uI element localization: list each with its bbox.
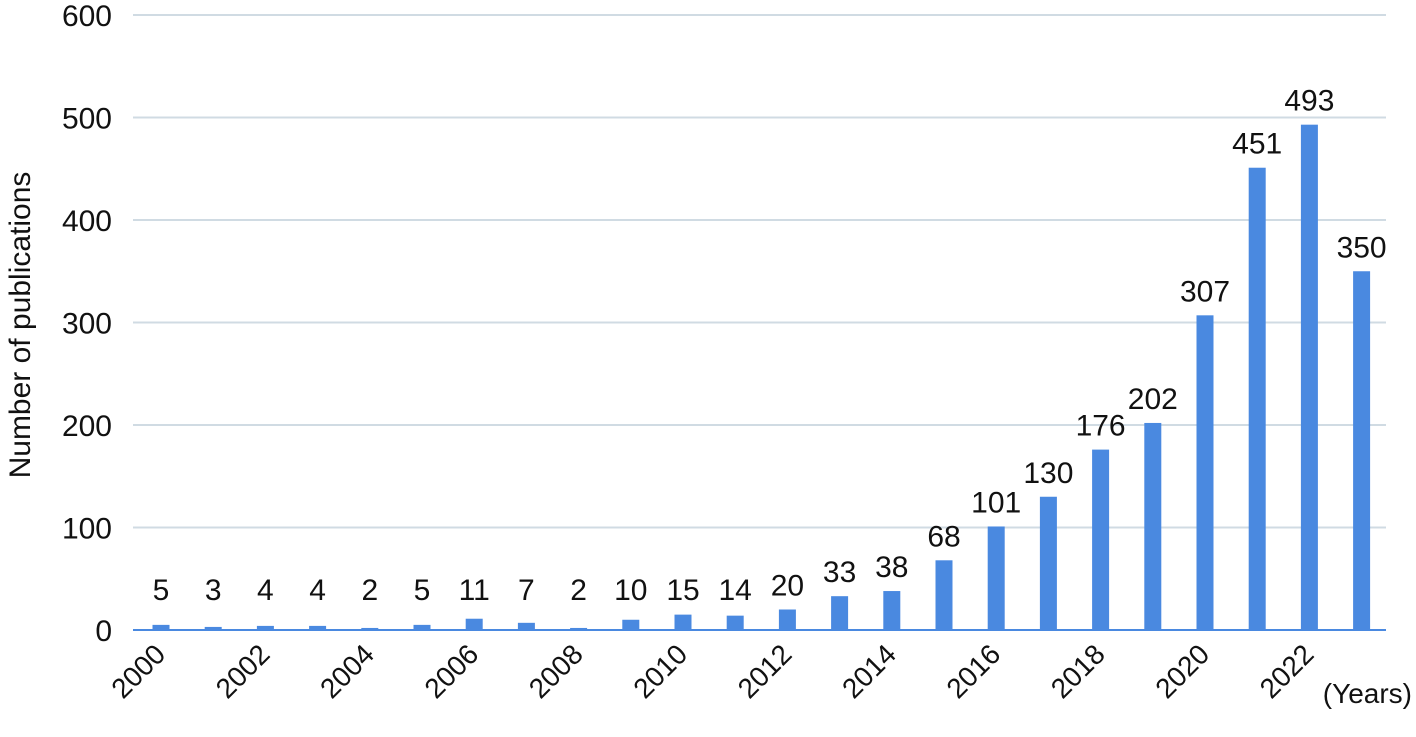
bar-2007 [517, 622, 535, 630]
x-axis-unit-label: (Years) [1323, 678, 1412, 709]
x-tick-label-2006: 2006 [418, 638, 484, 704]
x-tick-label-2000: 2000 [105, 638, 171, 704]
bar-2010 [674, 614, 692, 630]
data-label-2009: 10 [614, 574, 647, 607]
bar-2009 [622, 619, 640, 630]
x-tick-label-2020: 2020 [1149, 638, 1215, 704]
bar-2016 [987, 526, 1005, 630]
bar-2015 [935, 560, 953, 630]
bar-2001 [204, 626, 222, 630]
data-label-2001: 3 [205, 574, 222, 607]
x-tick-label-2016: 2016 [940, 638, 1006, 704]
bar-2005 [413, 624, 431, 630]
bar-2000 [152, 624, 170, 630]
bar-2018 [1092, 449, 1110, 630]
x-tick-label-2002: 2002 [210, 638, 276, 704]
data-label-2012: 20 [771, 570, 804, 603]
x-axis-ticks: 2000 2002 2004 2006 2008 2010 2012 2014 2016 2018… [105, 638, 1319, 704]
data-label-2016: 101 [971, 486, 1021, 519]
x-tick-label-2004: 2004 [314, 638, 380, 704]
x-tick-label-2014: 2014 [836, 638, 902, 704]
y-tick-label: 600 [62, 0, 112, 33]
y-tick-label: 400 [62, 205, 112, 238]
data-label-2002: 4 [257, 574, 274, 607]
bars [152, 124, 1371, 631]
data-label-2008: 2 [570, 574, 587, 607]
bar-2014 [883, 591, 901, 630]
bar-2004 [361, 627, 379, 630]
data-label-2000: 5 [153, 574, 170, 607]
data-label-2013: 33 [823, 556, 856, 589]
bar-2021 [1248, 167, 1266, 630]
data-label-2020: 307 [1180, 275, 1230, 308]
data-label-2005: 5 [414, 574, 431, 607]
y-tick-label: 300 [62, 308, 112, 341]
data-label-2007: 7 [518, 574, 535, 607]
data-label-2006: 11 [459, 574, 490, 607]
data-label-2003: 4 [309, 574, 326, 607]
data-label-2004: 2 [361, 574, 378, 607]
bar-2003 [309, 625, 327, 630]
data-label-2018: 176 [1076, 410, 1126, 443]
data-label-2011: 14 [719, 574, 752, 607]
data-label-2019: 202 [1128, 383, 1178, 416]
y-axis-ticks: 0 100 200 300 400 500 600 [62, 0, 112, 648]
bar-2013 [831, 596, 849, 630]
bar-2008 [570, 627, 588, 630]
data-label-2010: 15 [666, 574, 699, 607]
data-label-2015: 68 [927, 520, 960, 553]
x-tick-label-2008: 2008 [523, 638, 589, 704]
y-tick-label: 0 [95, 615, 112, 648]
x-tick-label-2018: 2018 [1045, 638, 1111, 704]
bar-2020 [1196, 315, 1214, 630]
bar-2017 [1039, 496, 1057, 630]
bar-2011 [726, 615, 744, 630]
y-tick-label: 200 [62, 410, 112, 443]
data-label-2017: 130 [1023, 457, 1073, 490]
data-label-2022: 493 [1284, 85, 1334, 118]
bar-2019 [1144, 422, 1162, 630]
bar-2022 [1300, 124, 1318, 631]
bar-2006 [465, 618, 483, 630]
data-label-2014: 38 [875, 551, 908, 584]
data-label-2021: 451 [1232, 128, 1282, 161]
bar-2023 [1353, 271, 1371, 630]
x-tick-label-2010: 2010 [627, 638, 693, 704]
bar-2002 [256, 625, 274, 630]
y-tick-label: 500 [62, 103, 112, 136]
y-tick-label: 100 [62, 513, 112, 546]
data-label-2023: 350 [1337, 231, 1387, 264]
x-tick-label-2022: 2022 [1254, 638, 1320, 704]
x-tick-label-2012: 2012 [732, 638, 798, 704]
y-axis-title: Number of publications [4, 172, 37, 479]
gridlines [133, 14, 1386, 529]
bar-2012 [778, 609, 796, 630]
